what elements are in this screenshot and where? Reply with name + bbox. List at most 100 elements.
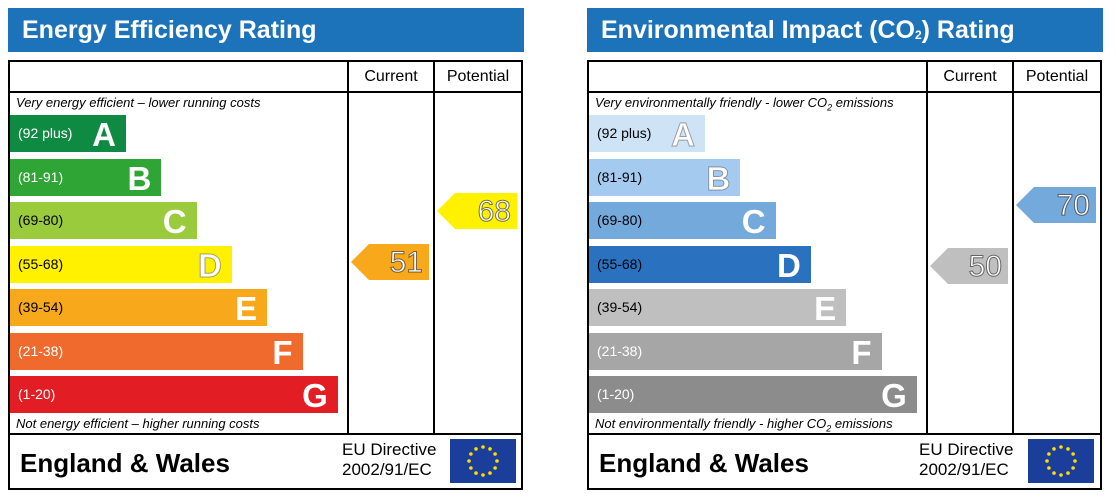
- band-range-label: (69-80): [18, 212, 64, 228]
- bottom-note: Not energy efficient – higher running co…: [16, 416, 260, 431]
- band-letter: C: [741, 203, 766, 240]
- potential-rating-value: 68: [477, 195, 511, 229]
- band-range-label: (21-38): [18, 342, 64, 359]
- arrow-body: [1016, 187, 1096, 224]
- bottom-note-suffix: emissions: [831, 416, 893, 431]
- band-c: (69-80) C: [589, 202, 776, 240]
- star-icon: [493, 466, 497, 470]
- star-icon: [1066, 471, 1070, 475]
- arrow-shape: [351, 244, 429, 281]
- arrow-shape: [437, 193, 517, 230]
- band-range-label: (55-68): [18, 255, 64, 272]
- current-rating-arrow: 51: [351, 244, 429, 281]
- eu-flag-icon: [1028, 439, 1094, 483]
- top-note-subscript: 2: [827, 102, 833, 113]
- column-divider: [1012, 62, 1014, 435]
- band-letter: F: [272, 333, 293, 371]
- title-text: Environmental Impact (CO: [601, 16, 915, 44]
- arrow-body: [351, 244, 429, 281]
- energy-efficiency-panel: Energy Efficiency Rating Current Potenti…: [8, 8, 524, 492]
- band-letter: F: [851, 333, 872, 371]
- band-range-label: (55-68): [597, 255, 643, 272]
- potential-column-header: Potential: [1025, 68, 1089, 85]
- panel-title: Environmental Impact (CO2) Rating: [587, 8, 1103, 52]
- title-subscript: 2: [914, 28, 922, 42]
- band-letter: C: [162, 203, 187, 240]
- band-range-label: (1-20): [18, 386, 56, 402]
- band-letter: A: [671, 116, 696, 154]
- eu-directive: EU Directive 2002/91/EC: [342, 440, 436, 480]
- directive-line-2: 2002/91/EC: [342, 460, 432, 479]
- top-note: Very environmentally friendly - lower CO…: [595, 95, 894, 113]
- band-range-label: (21-38): [597, 342, 643, 359]
- band-letter: G: [302, 377, 328, 414]
- band-a: (92 plus) A: [10, 115, 126, 153]
- bottom-note: Not environmentally friendly - higher CO…: [595, 416, 893, 434]
- star-icon: [1045, 459, 1049, 463]
- eu-directive: EU Directive 2002/91/EC: [919, 440, 1013, 480]
- star-icon: [469, 452, 473, 456]
- band-letter: A: [92, 116, 116, 153]
- band-f: (21-38) F: [589, 332, 882, 371]
- band-e: (39-54) E: [10, 289, 268, 327]
- star-icon: [1047, 452, 1051, 456]
- star-icon: [1066, 447, 1070, 451]
- star-icon: [474, 471, 478, 475]
- band-d: (55-68) D: [10, 245, 232, 284]
- band-range-label: (39-54): [18, 299, 64, 315]
- bottom-note-text: Not environmentally friendly - higher CO: [595, 416, 827, 431]
- top-note-text: Very environmentally friendly - lower CO: [595, 95, 828, 110]
- footer-divider: [589, 433, 1100, 435]
- top-note-suffix: emissions: [832, 95, 894, 110]
- band-b: (81-91) B: [589, 158, 741, 197]
- arrow-shape: [930, 247, 1008, 284]
- band-range-label: (69-80): [597, 212, 643, 228]
- band-d: (55-68) D: [589, 245, 811, 284]
- band-c: (69-80) C: [10, 202, 197, 240]
- arrow-body: [437, 193, 517, 230]
- band-letter: E: [814, 290, 837, 327]
- rating-table: Current Potential Very environmentally f…: [587, 60, 1102, 490]
- footer-divider: [10, 433, 521, 435]
- potential-column-header: Potential: [446, 68, 510, 85]
- current-column-header: Current: [364, 68, 418, 85]
- region-label: England & Wales: [599, 448, 809, 478]
- star-icon: [488, 471, 492, 475]
- header-divider: [589, 91, 1100, 93]
- star-icon: [481, 445, 485, 449]
- directive-line-2: 2002/91/EC: [919, 460, 1009, 479]
- band-range-label: (1-20): [597, 386, 635, 402]
- star-icon: [1059, 473, 1063, 477]
- column-divider: [926, 62, 928, 435]
- star-icon: [488, 447, 492, 451]
- star-icon: [495, 459, 499, 463]
- band-e: (39-54) E: [589, 289, 847, 327]
- eu-stars: [1045, 445, 1077, 477]
- band-g: (1-20) G: [10, 376, 338, 414]
- potential-rating-value: 70: [1056, 189, 1090, 223]
- star-icon: [1047, 466, 1051, 470]
- potential-rating-arrow: 68: [437, 193, 517, 230]
- top-note: Very energy efficient – lower running co…: [16, 95, 261, 110]
- directive-line-1: EU Directive: [919, 440, 1014, 459]
- star-icon: [1071, 452, 1075, 456]
- potential-rating-arrow: 70: [1016, 187, 1096, 224]
- region-label: England & Wales: [20, 448, 230, 478]
- star-icon: [1071, 466, 1075, 470]
- directive-line-1: EU Directive: [342, 440, 437, 459]
- title-text: Energy Efficiency Rating: [22, 16, 317, 44]
- band-letter: D: [198, 246, 223, 284]
- band-range-label: (92 plus): [18, 125, 73, 141]
- star-icon: [474, 447, 478, 451]
- star-icon: [1059, 445, 1063, 449]
- band-f: (21-38) F: [10, 332, 303, 371]
- eu-flag-icon: [450, 439, 516, 483]
- eu-stars: [467, 445, 499, 477]
- band-range-label: (81-91): [18, 168, 64, 185]
- column-divider: [433, 62, 435, 435]
- band-b: (81-91) B: [10, 158, 162, 197]
- star-icon: [467, 459, 471, 463]
- current-rating-value: 50: [968, 249, 1002, 283]
- band-range-label: (81-91): [597, 168, 643, 185]
- star-icon: [1052, 447, 1056, 451]
